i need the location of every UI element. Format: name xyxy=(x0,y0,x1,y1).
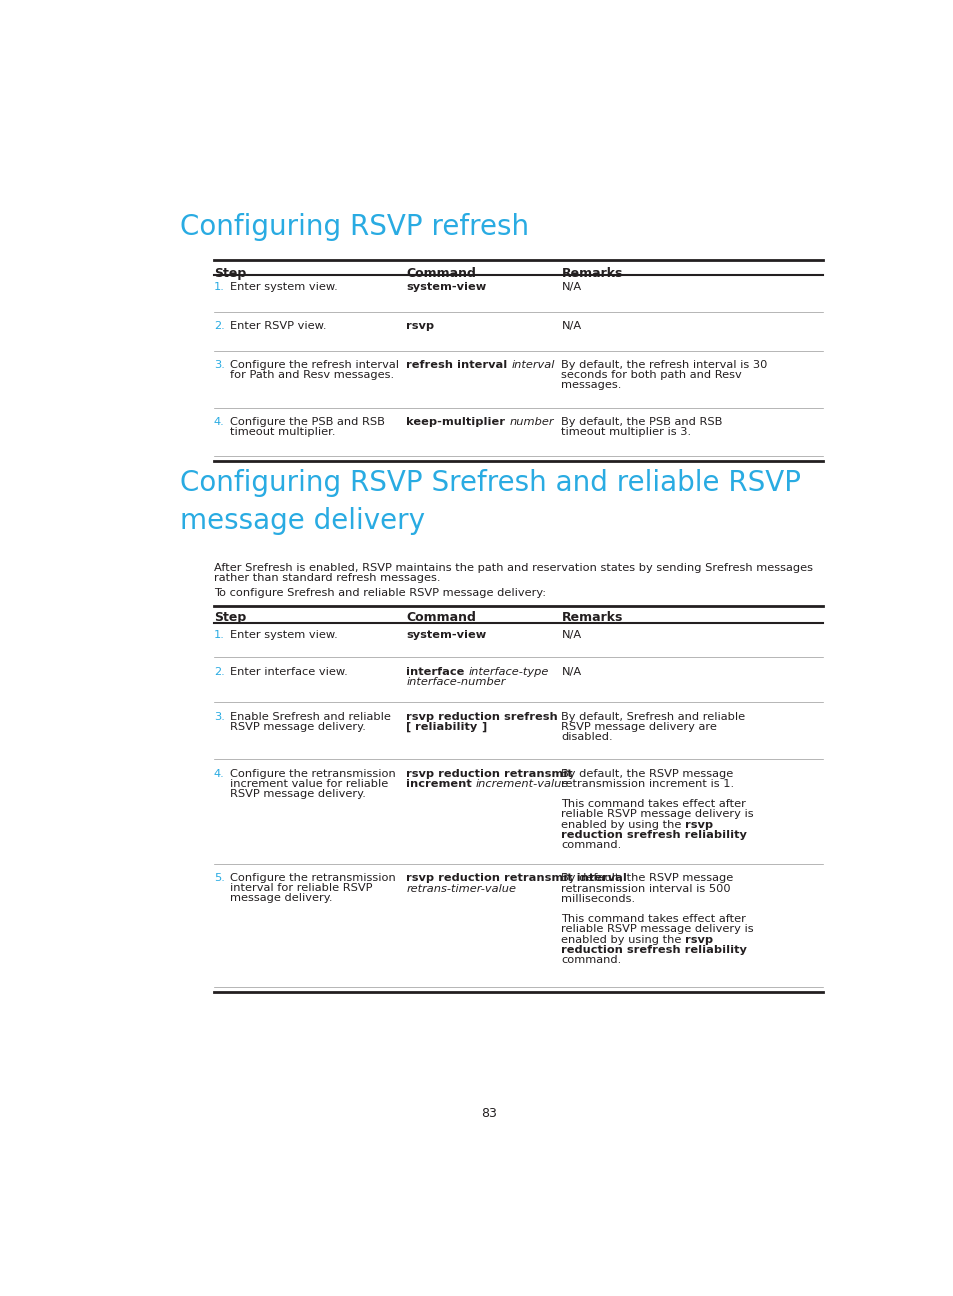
Text: Command: Command xyxy=(406,610,476,623)
Text: By default, the RSVP message: By default, the RSVP message xyxy=(560,874,733,884)
Text: reduction srefresh reliability: reduction srefresh reliability xyxy=(560,829,746,840)
Text: Enable Srefresh and reliable: Enable Srefresh and reliable xyxy=(230,712,391,722)
Text: 2.: 2. xyxy=(213,666,224,677)
Text: reliable RSVP message delivery is: reliable RSVP message delivery is xyxy=(560,924,753,934)
Text: By default, Srefresh and reliable: By default, Srefresh and reliable xyxy=(560,712,744,722)
Text: keep-multiplier: keep-multiplier xyxy=(406,417,509,428)
Text: messages.: messages. xyxy=(560,380,621,390)
Text: rsvp: rsvp xyxy=(406,321,434,332)
Text: rsvp reduction srefresh: rsvp reduction srefresh xyxy=(406,712,558,722)
Text: 4.: 4. xyxy=(213,769,224,779)
Text: RSVP message delivery.: RSVP message delivery. xyxy=(230,722,366,732)
Text: 83: 83 xyxy=(480,1107,497,1120)
Text: Configuring RSVP Srefresh and reliable RSVP: Configuring RSVP Srefresh and reliable R… xyxy=(180,469,800,496)
Text: number: number xyxy=(509,417,553,428)
Text: command.: command. xyxy=(560,840,621,850)
Text: increment: increment xyxy=(406,779,476,789)
Text: After Srefresh is enabled, RSVP maintains the path and reservation states by sen: After Srefresh is enabled, RSVP maintain… xyxy=(213,562,812,573)
Text: N/A: N/A xyxy=(560,321,581,332)
Text: Enter system view.: Enter system view. xyxy=(230,630,337,640)
Text: 5.: 5. xyxy=(213,874,225,884)
Text: interface-number: interface-number xyxy=(406,678,505,687)
Text: disabled.: disabled. xyxy=(560,732,613,741)
Text: Enter system view.: Enter system view. xyxy=(230,283,337,293)
Text: N/A: N/A xyxy=(560,666,581,677)
Text: command.: command. xyxy=(560,955,621,966)
Text: To configure Srefresh and reliable RSVP message delivery:: To configure Srefresh and reliable RSVP … xyxy=(213,588,545,597)
Text: [: [ xyxy=(406,722,415,732)
Text: N/A: N/A xyxy=(560,283,581,293)
Text: N/A: N/A xyxy=(560,630,581,640)
Text: Configure the retransmission: Configure the retransmission xyxy=(230,769,395,779)
Text: increment value for reliable: increment value for reliable xyxy=(230,779,388,788)
Text: milliseconds.: milliseconds. xyxy=(560,894,635,903)
Text: message delivery: message delivery xyxy=(180,507,424,535)
Text: enabled by using the: enabled by using the xyxy=(560,819,684,829)
Text: ]: ] xyxy=(477,722,486,732)
Text: Configuring RSVP refresh: Configuring RSVP refresh xyxy=(180,214,529,241)
Text: By default, the PSB and RSB: By default, the PSB and RSB xyxy=(560,417,722,428)
Text: This command takes effect after: This command takes effect after xyxy=(560,800,745,809)
Text: interval for reliable RSVP: interval for reliable RSVP xyxy=(230,884,373,893)
Text: for Path and Resv messages.: for Path and Resv messages. xyxy=(230,371,394,380)
Text: 1.: 1. xyxy=(213,283,225,293)
Text: interface: interface xyxy=(406,666,468,677)
Text: reliability: reliability xyxy=(415,722,477,732)
Text: 3.: 3. xyxy=(213,360,225,371)
Text: Configure the PSB and RSB: Configure the PSB and RSB xyxy=(230,417,385,428)
Text: Step: Step xyxy=(213,267,246,280)
Text: retransmission increment is 1.: retransmission increment is 1. xyxy=(560,779,734,789)
Text: 1.: 1. xyxy=(213,630,225,640)
Text: message delivery.: message delivery. xyxy=(230,893,333,903)
Text: rsvp: rsvp xyxy=(684,934,713,945)
Text: interval: interval xyxy=(511,360,554,371)
Text: By default, the refresh interval is 30: By default, the refresh interval is 30 xyxy=(560,360,767,371)
Text: interface-type: interface-type xyxy=(468,666,548,677)
Text: 2.: 2. xyxy=(213,321,224,332)
Text: timeout multiplier.: timeout multiplier. xyxy=(230,428,335,437)
Text: By default, the RSVP message: By default, the RSVP message xyxy=(560,769,733,779)
Text: refresh interval: refresh interval xyxy=(406,360,511,371)
Text: Step: Step xyxy=(213,610,246,623)
Text: reliable RSVP message delivery is: reliable RSVP message delivery is xyxy=(560,810,753,819)
Text: seconds for both path and Resv: seconds for both path and Resv xyxy=(560,371,741,380)
Text: 4.: 4. xyxy=(213,417,224,428)
Text: rsvp reduction retransmit interval: rsvp reduction retransmit interval xyxy=(406,874,626,884)
Text: rather than standard refresh messages.: rather than standard refresh messages. xyxy=(213,573,440,583)
Text: Remarks: Remarks xyxy=(560,610,622,623)
Text: 3.: 3. xyxy=(213,712,225,722)
Text: Enter interface view.: Enter interface view. xyxy=(230,666,348,677)
Text: Enter RSVP view.: Enter RSVP view. xyxy=(230,321,326,332)
Text: Configure the retransmission: Configure the retransmission xyxy=(230,874,395,884)
Text: increment-value: increment-value xyxy=(476,779,569,789)
Text: RSVP message delivery are: RSVP message delivery are xyxy=(560,722,717,732)
Text: RSVP message delivery.: RSVP message delivery. xyxy=(230,788,366,798)
Text: Command: Command xyxy=(406,267,476,280)
Text: rsvp reduction retransmit: rsvp reduction retransmit xyxy=(406,769,572,779)
Text: This command takes effect after: This command takes effect after xyxy=(560,914,745,924)
Text: rsvp: rsvp xyxy=(684,819,713,829)
Text: retrans-timer-value: retrans-timer-value xyxy=(406,884,516,894)
Text: enabled by using the: enabled by using the xyxy=(560,934,684,945)
Text: reduction srefresh reliability: reduction srefresh reliability xyxy=(560,945,746,955)
Text: system-view: system-view xyxy=(406,283,486,293)
Text: system-view: system-view xyxy=(406,630,486,640)
Text: timeout multiplier is 3.: timeout multiplier is 3. xyxy=(560,428,691,437)
Text: retransmission interval is 500: retransmission interval is 500 xyxy=(560,884,730,894)
Text: Configure the refresh interval: Configure the refresh interval xyxy=(230,360,398,371)
Text: Remarks: Remarks xyxy=(560,267,622,280)
